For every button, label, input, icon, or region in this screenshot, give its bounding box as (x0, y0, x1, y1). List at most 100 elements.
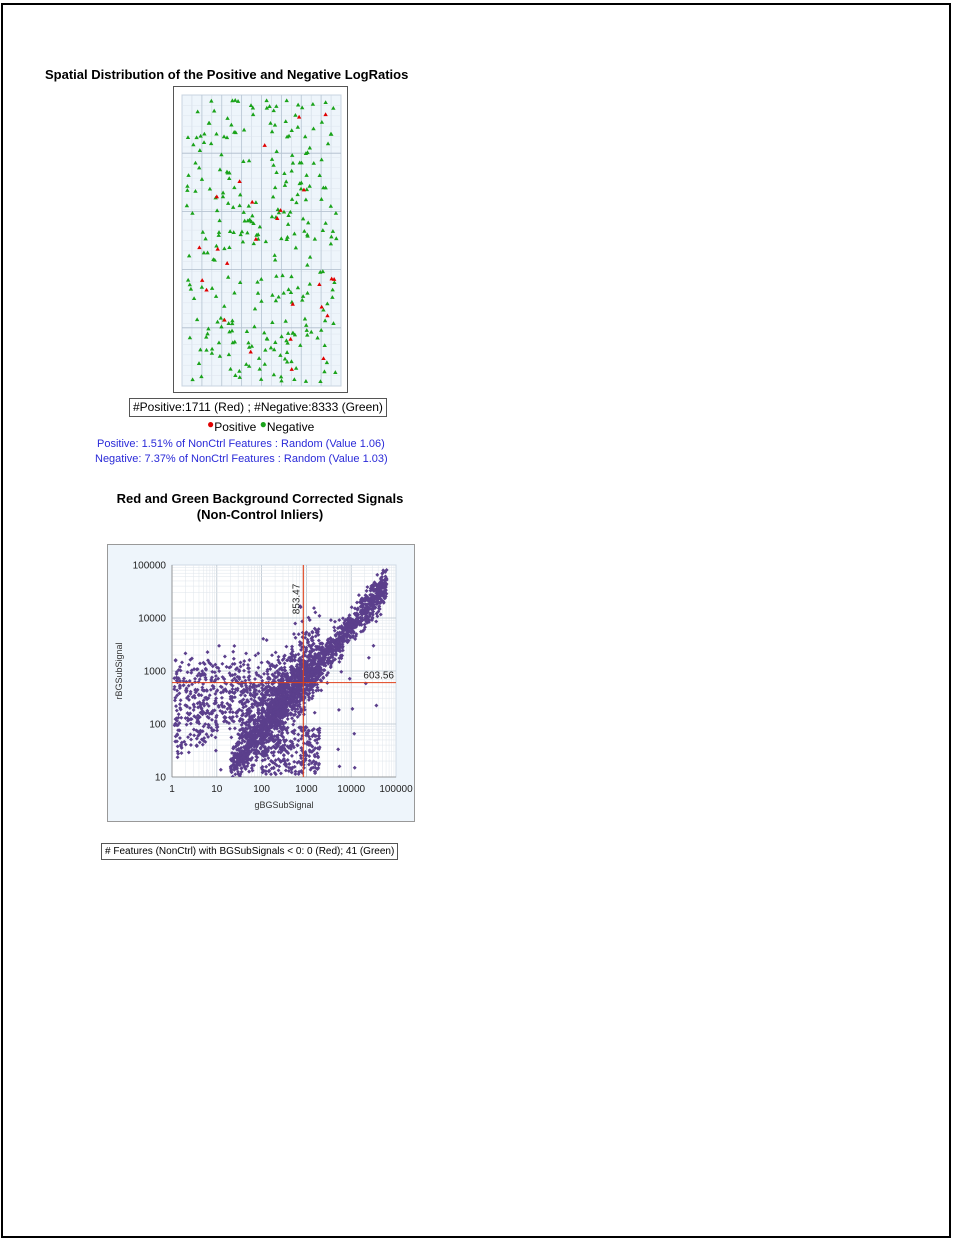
negative-point (186, 173, 191, 177)
scatter-point (313, 682, 318, 687)
negative-point (198, 347, 203, 352)
scatter-point (293, 712, 298, 717)
scatter-point (296, 738, 301, 743)
scatter-point (303, 756, 308, 761)
negative-point (204, 347, 209, 352)
negative-point (299, 180, 304, 185)
negative-point (323, 220, 328, 225)
negative-point (286, 213, 291, 218)
scatter-point (191, 727, 196, 732)
scatter-point (245, 726, 250, 731)
scatter-point (230, 678, 235, 683)
scatter-point (232, 690, 237, 695)
negative-point (273, 340, 278, 344)
negative-point (242, 218, 247, 223)
scatter-point (292, 689, 297, 694)
x-tick-label: 10000 (337, 784, 365, 795)
negative-point (233, 130, 238, 135)
scatter-point (230, 715, 235, 720)
scatter-point (267, 762, 272, 767)
negative-point (200, 229, 206, 234)
scatter-point (259, 734, 264, 739)
negative-point (199, 284, 205, 289)
scatter-point (269, 772, 273, 777)
scatter-point (283, 768, 288, 773)
scatter-point (273, 650, 278, 655)
negative-point (319, 327, 324, 332)
scatter-point (340, 642, 345, 647)
scatter-point (316, 632, 321, 637)
negative-point (285, 222, 291, 226)
negative-point (330, 287, 335, 292)
y-tick-label: 10000 (138, 614, 166, 625)
negative-point (253, 200, 259, 205)
negative-point (208, 141, 214, 146)
scatter-point (303, 635, 308, 640)
negative-point (303, 197, 309, 202)
negative-point (320, 269, 326, 274)
negative-point (302, 228, 307, 233)
negative-point (323, 100, 328, 104)
negative-point (328, 241, 334, 246)
negative-point (271, 108, 276, 113)
scatter-point (239, 722, 244, 727)
negative-point (281, 290, 286, 295)
negative-point (263, 347, 268, 352)
negative-point (324, 360, 330, 365)
negative-point (295, 124, 301, 129)
negative-point (307, 145, 312, 150)
scatter-point (257, 729, 262, 734)
negative-point (191, 296, 197, 301)
scatter-point (200, 685, 205, 690)
negative-point (305, 233, 310, 238)
scatter-point (374, 597, 379, 602)
scatter-point (238, 660, 243, 665)
scatter-point (247, 677, 252, 682)
scatter-point (188, 743, 193, 747)
negative-point (193, 160, 198, 165)
negative-point (322, 318, 328, 323)
positive-point (275, 216, 280, 220)
negative-point (272, 257, 278, 262)
scatter-point (243, 678, 248, 683)
scatter-point (186, 735, 191, 740)
x-tick-label: 100 (253, 784, 270, 795)
negative-point (211, 108, 217, 113)
negative-point (290, 330, 296, 335)
scatter-point (198, 661, 202, 666)
positive-point (301, 187, 307, 192)
negative-point (322, 343, 327, 348)
negative-point (285, 234, 290, 239)
negative-point (262, 330, 267, 335)
negative-point (187, 282, 192, 287)
scatter-point (194, 743, 199, 748)
negative-point (272, 185, 278, 190)
scatter-point (360, 598, 365, 603)
negative-point (257, 366, 262, 371)
negative-point (184, 203, 190, 208)
scatter-point (271, 704, 276, 709)
scatter-point (352, 765, 357, 770)
ref-line-y-label: 603.56 (363, 671, 394, 682)
scatter-point (275, 705, 280, 710)
scatter-point (216, 704, 221, 709)
positive-point (224, 261, 230, 265)
scatter-point (297, 712, 302, 717)
negative-point (332, 280, 337, 285)
negative-point (299, 160, 304, 165)
scatter-point (255, 734, 260, 739)
negative-point (250, 112, 256, 117)
scatter-point (188, 691, 193, 696)
negative-point (214, 243, 219, 248)
negative-point (256, 356, 262, 360)
scatter-point (209, 733, 214, 738)
scatter-point (355, 616, 359, 621)
scatter-point (303, 670, 308, 675)
negative-point (274, 104, 279, 108)
y-tick-label: 100 (149, 720, 166, 731)
negative-point (293, 365, 299, 370)
scatter-point (265, 753, 269, 758)
scatter-point (341, 639, 346, 644)
scatter-point (297, 704, 302, 709)
scatter-point (310, 635, 315, 640)
